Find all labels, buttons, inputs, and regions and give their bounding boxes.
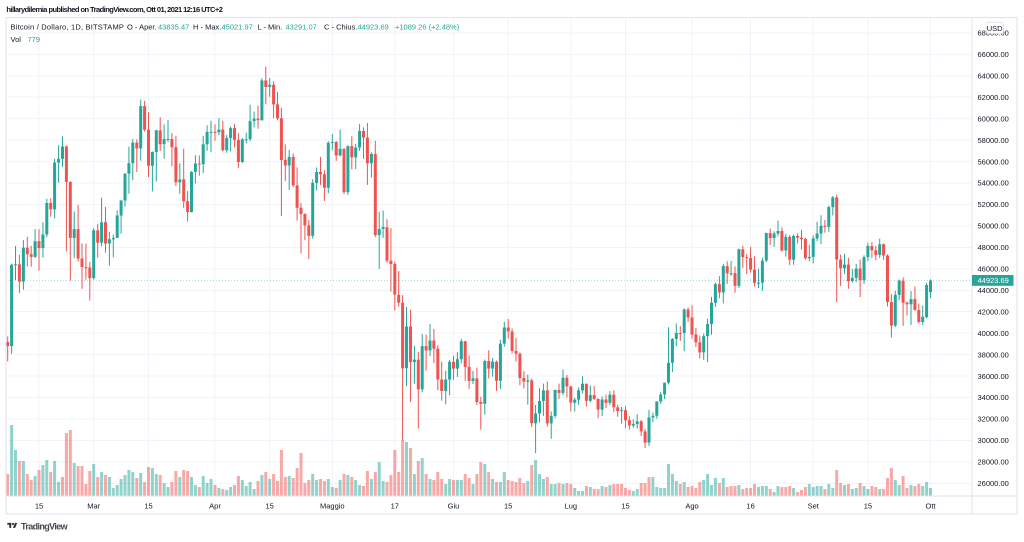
svg-text:36000.00: 36000.00: [978, 372, 1009, 381]
svg-text:30000.00: 30000.00: [978, 436, 1009, 445]
svg-text:16: 16: [746, 502, 754, 511]
svg-text:40000.00: 40000.00: [978, 329, 1009, 338]
svg-text:64000.00: 64000.00: [978, 72, 1009, 81]
svg-text:15: 15: [621, 502, 629, 511]
svg-text:TradingView: TradingView: [21, 521, 69, 531]
svg-text:Mar: Mar: [87, 502, 100, 511]
svg-text:hillarydilernia published on T: hillarydilernia published on TradingView…: [6, 5, 222, 14]
svg-text:Giu: Giu: [448, 502, 460, 511]
svg-text:66000.00: 66000.00: [978, 50, 1009, 59]
svg-text:Set: Set: [808, 502, 820, 511]
svg-text:50000.00: 50000.00: [978, 222, 1009, 231]
svg-text:44000.00: 44000.00: [978, 286, 1009, 295]
svg-text:USD: USD: [987, 24, 1003, 33]
svg-text:Ago: Ago: [685, 502, 698, 511]
svg-text:17: 17: [391, 502, 399, 511]
svg-text:15: 15: [144, 502, 152, 511]
svg-text:44923.69: 44923.69: [978, 276, 1009, 285]
svg-text:15: 15: [864, 502, 872, 511]
svg-text:32000.00: 32000.00: [978, 415, 1009, 424]
svg-text:62000.00: 62000.00: [978, 93, 1009, 102]
svg-text:58000.00: 58000.00: [978, 136, 1009, 145]
svg-text:Maggio: Maggio: [320, 502, 345, 511]
svg-text:15: 15: [504, 502, 512, 511]
svg-text:15: 15: [35, 502, 43, 511]
svg-text:26000.00: 26000.00: [978, 479, 1009, 488]
svg-text:Ott: Ott: [925, 502, 936, 511]
svg-text:46000.00: 46000.00: [978, 265, 1009, 274]
svg-text:34000.00: 34000.00: [978, 393, 1009, 402]
svg-text:48000.00: 48000.00: [978, 243, 1009, 252]
svg-text:52000.00: 52000.00: [978, 200, 1009, 209]
svg-text:60000.00: 60000.00: [978, 114, 1009, 123]
svg-text:Bitcoin / Dollaro, 1D, BITSTAM: Bitcoin / Dollaro, 1D, BITSTAMP O - Aper.…: [11, 23, 460, 32]
svg-text:42000.00: 42000.00: [978, 307, 1009, 316]
svg-text:Apr: Apr: [209, 502, 221, 511]
svg-text:28000.00: 28000.00: [978, 458, 1009, 467]
svg-text:15: 15: [266, 502, 274, 511]
svg-text:Lug: Lug: [565, 502, 578, 511]
svg-text:56000.00: 56000.00: [978, 157, 1009, 166]
svg-text:54000.00: 54000.00: [978, 179, 1009, 188]
svg-text:38000.00: 38000.00: [978, 350, 1009, 359]
